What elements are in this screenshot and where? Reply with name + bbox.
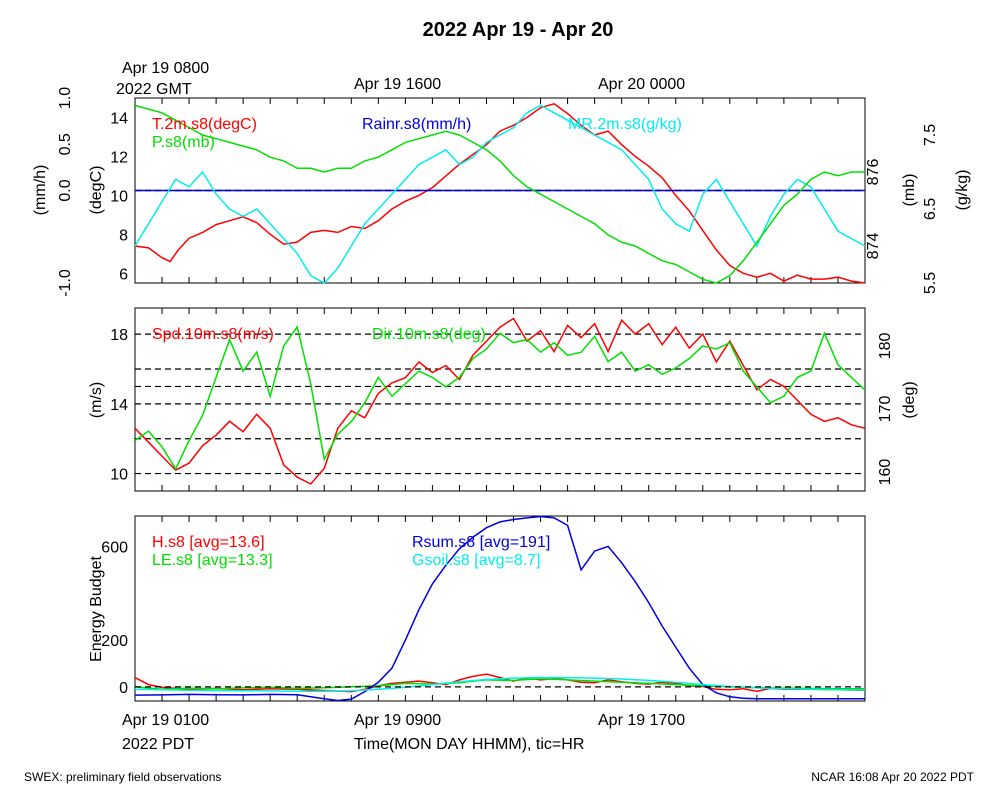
dir-tick-2: 160 xyxy=(877,459,894,486)
footer-right: NCAR 16:08 Apr 20 2022 PDT xyxy=(811,770,974,784)
mr-tick-0: 7.5 xyxy=(922,124,939,146)
axis-label-spd: (m/s) xyxy=(88,382,105,418)
temp-tick-2: 10 xyxy=(110,188,128,205)
temp-tick-4: 6 xyxy=(119,266,128,283)
energy-tick-1: 200 xyxy=(101,633,128,650)
rain-tick-0: 1.0 xyxy=(57,87,74,109)
legend-mr: MR.2m.s8(g/kg) xyxy=(568,116,682,133)
panel-top: (mm/h) (degC) (mb) (g/kg) 1.0 0.5 0.0 -1.0 1… xyxy=(32,87,971,297)
axis-label-energy: Energy Budget xyxy=(88,556,105,662)
legend-gsoil: Gsoil.s8 [avg=8.7] xyxy=(412,552,541,569)
series-h xyxy=(134,673,866,693)
legend-spd: Spd.10m.s8(m/s) xyxy=(152,326,274,343)
temp-tick-3: 8 xyxy=(119,227,128,244)
spd-tick-1: 14 xyxy=(110,397,128,414)
series-spd xyxy=(134,317,866,485)
panel-bottom-frame xyxy=(134,515,866,702)
bottom-time-label-2: Apr 19 0900 xyxy=(354,712,441,729)
bottom-time-label-1: 2022 PDT xyxy=(122,736,194,753)
axis-label-dir: (deg) xyxy=(901,381,918,418)
rain-tick-1: 0.5 xyxy=(57,133,74,155)
chart-title: 2022 Apr 19 - Apr 20 xyxy=(423,19,614,41)
top-time-label-3: Apr 20 0000 xyxy=(598,76,685,93)
energy-tick-2: 0 xyxy=(119,680,128,697)
legend-rsum: Rsum.s8 [avg=191] xyxy=(412,534,550,551)
legend-rain: Rainr.s8(mm/h) xyxy=(362,116,471,133)
series-mr xyxy=(134,104,866,284)
mr-tick-2: 5.5 xyxy=(922,272,939,294)
top-time-label-0: Apr 19 0800 xyxy=(122,60,209,77)
dir-tick-0: 180 xyxy=(877,332,894,359)
mr-tick-1: 6.5 xyxy=(922,198,939,220)
legend-h: H.s8 [avg=13.6] xyxy=(152,534,265,551)
panel-middle-frame xyxy=(134,307,866,492)
bottom-time-label-3: Apr 19 1700 xyxy=(598,712,685,729)
legend-le: LE.s8 [avg=13.3] xyxy=(152,552,273,569)
axis-label-pres: (mb) xyxy=(901,174,918,207)
rain-tick-3: -1.0 xyxy=(57,269,74,297)
dir-tick-1: 170 xyxy=(877,396,894,423)
axis-label-temp: (degC) xyxy=(88,166,105,215)
panel-middle: (m/s) (deg) 18 14 10 180 170 160 Spd.10m.s8(m… xyxy=(88,307,918,492)
series-dir xyxy=(134,325,866,471)
pres-tick-0: 876 xyxy=(865,159,882,186)
series-gsoil xyxy=(134,676,866,692)
x-axis-label: Time(MON DAY HHMM), tic=HR xyxy=(354,736,584,753)
top-time-label-2: Apr 19 1600 xyxy=(354,76,441,93)
series-rsum xyxy=(134,515,865,702)
top-time-label-1: 2022 GMT xyxy=(116,81,192,98)
rain-tick-2: 0.0 xyxy=(57,179,74,201)
axis-label-mr: (g/kg) xyxy=(954,170,971,211)
spd-tick-2: 10 xyxy=(110,467,128,484)
panel-bottom: Energy Budget 600 200 0 H.s8 [avg=13.6] LE… xyxy=(88,515,866,702)
pres-tick-1: 874 xyxy=(865,233,882,260)
legend-temp: T.2m.s8(degC) xyxy=(152,116,257,133)
temp-tick-1: 12 xyxy=(110,149,128,166)
bottom-time-label-0: Apr 19 0100 xyxy=(122,712,209,729)
series-pres xyxy=(134,104,865,284)
energy-tick-0: 600 xyxy=(101,539,128,556)
footer-left: SWEX: preliminary field observations xyxy=(24,770,221,784)
axis-label-rain: (mm/h) xyxy=(32,165,49,216)
legend-dir: Dir.10m.s8(deg) xyxy=(372,326,486,343)
spd-tick-0: 18 xyxy=(110,327,128,344)
temp-tick-0: 14 xyxy=(110,111,128,128)
legend-pres: P.s8(mb) xyxy=(152,134,215,151)
